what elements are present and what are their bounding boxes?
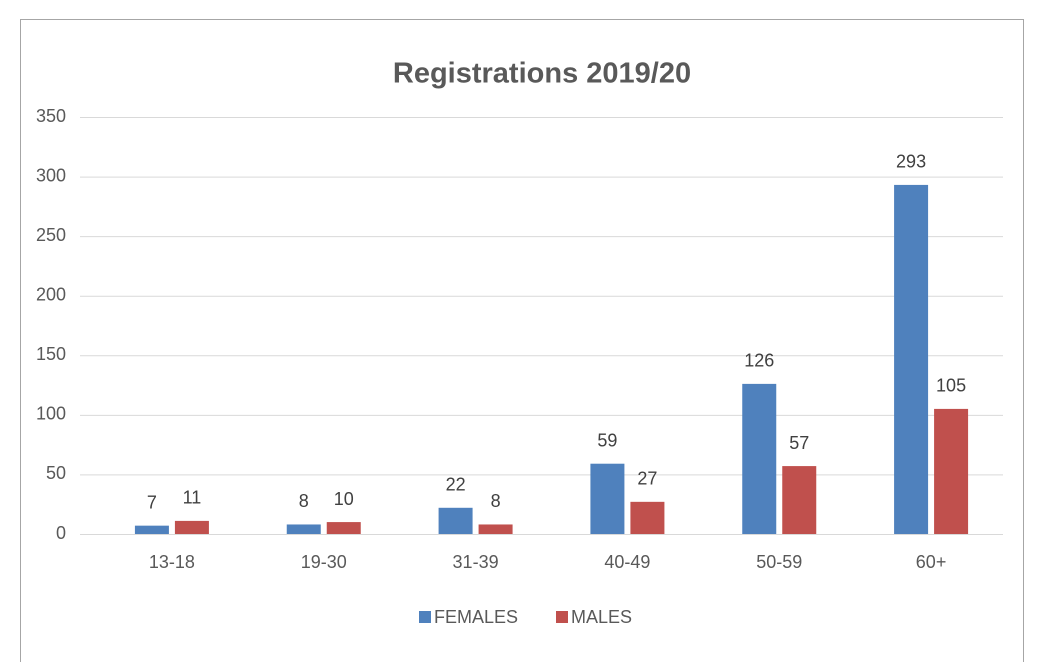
bar xyxy=(134,525,169,534)
bar xyxy=(438,507,473,534)
y-tick-label: 200 xyxy=(36,284,66,304)
bar xyxy=(630,501,665,534)
data-label: 8 xyxy=(299,491,309,511)
data-label: 7 xyxy=(147,492,157,512)
chart-title: Registrations 2019/20 xyxy=(393,58,691,90)
y-tick-label: 300 xyxy=(36,165,66,185)
data-label: 22 xyxy=(446,475,466,495)
data-label: 57 xyxy=(789,433,809,453)
x-tick-label: 13-18 xyxy=(149,552,195,572)
data-label: 59 xyxy=(597,430,617,450)
bar xyxy=(590,463,625,534)
x-tick-label: 40-49 xyxy=(604,552,650,572)
legend-label: FEMALES xyxy=(434,607,518,627)
bar xyxy=(782,466,817,534)
y-tick-label: 100 xyxy=(36,404,66,424)
x-tick-label: 50-59 xyxy=(756,552,802,572)
y-tick-label: 250 xyxy=(36,225,66,245)
legend-swatch xyxy=(419,611,431,623)
bar xyxy=(742,383,777,534)
data-label: 27 xyxy=(637,469,657,489)
bar xyxy=(894,184,929,534)
bar xyxy=(934,408,969,534)
legend-swatch xyxy=(556,611,568,623)
data-label: 293 xyxy=(896,152,926,172)
data-label: 8 xyxy=(491,491,501,511)
x-tick-label: 19-30 xyxy=(301,552,347,572)
data-label: 10 xyxy=(334,489,354,509)
bar xyxy=(326,522,361,534)
bar xyxy=(286,524,321,534)
y-tick-label: 50 xyxy=(46,463,66,483)
bar xyxy=(478,524,513,534)
x-tick-label: 31-39 xyxy=(453,552,499,572)
legend-label: MALES xyxy=(571,607,632,627)
x-tick-label: 60+ xyxy=(916,552,947,572)
y-tick-label: 150 xyxy=(36,344,66,364)
chart-border xyxy=(20,19,1024,662)
data-label: 126 xyxy=(744,351,774,371)
y-tick-label: 350 xyxy=(36,106,66,126)
y-tick-label: 0 xyxy=(56,523,66,543)
bar xyxy=(174,520,209,534)
data-label: 105 xyxy=(936,376,966,396)
data-label: 11 xyxy=(183,488,202,508)
